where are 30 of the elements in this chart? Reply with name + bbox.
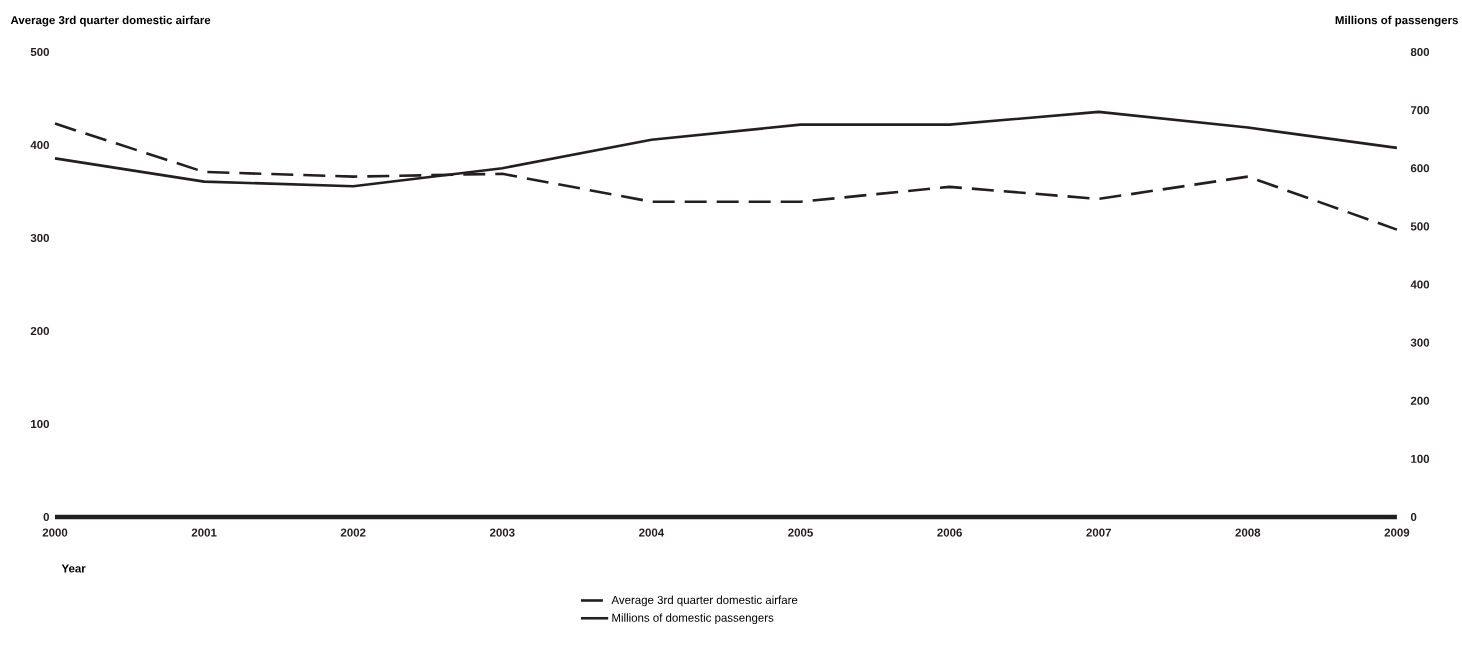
legend-label: Average 3rd quarter domestic airfare xyxy=(611,595,798,607)
y2-tick-label: 300 xyxy=(1410,338,1430,347)
x-axis-title: Year xyxy=(61,564,86,573)
y2-tick-label: 500 xyxy=(1410,222,1430,231)
x-tick-label: 2009 xyxy=(1384,528,1410,537)
y-tick-label: 200 xyxy=(30,326,50,336)
y2-axis-title: Millions of passengers xyxy=(1335,15,1458,27)
x-tick-label: 2008 xyxy=(1235,528,1261,537)
y2-tick-label: 800 xyxy=(1410,47,1430,57)
x-tick-label: 2003 xyxy=(489,528,515,537)
y2-tick-label: 700 xyxy=(1410,106,1430,115)
y-tick-label: 0 xyxy=(43,512,50,522)
y2-tick-label: 600 xyxy=(1410,164,1430,173)
x-tick-label: 2007 xyxy=(1086,528,1111,537)
y-tick-label: 100 xyxy=(31,419,50,429)
y-axis-title: Average 3rd quarter domestic airfare xyxy=(10,15,211,27)
x-tick-label: 2002 xyxy=(340,528,366,537)
x-tick-label: 2006 xyxy=(937,528,962,537)
y-tick-label: 300 xyxy=(30,233,50,243)
y-tick-label: 400 xyxy=(30,140,50,150)
y2-tick-label: 100 xyxy=(1411,454,1430,463)
x-tick-label: 2000 xyxy=(42,528,68,537)
x-tick-label: 2004 xyxy=(639,528,665,537)
x-tick-label: 2001 xyxy=(191,528,217,537)
y2-tick-label: 200 xyxy=(1410,396,1430,405)
y-tick-label: 500 xyxy=(30,47,50,57)
legend-label: Millions of domestic passengers xyxy=(612,613,774,625)
y2-tick-label: 0 xyxy=(1410,512,1417,522)
y2-tick-label: 400 xyxy=(1410,280,1430,289)
x-tick-label: 2005 xyxy=(788,528,813,537)
